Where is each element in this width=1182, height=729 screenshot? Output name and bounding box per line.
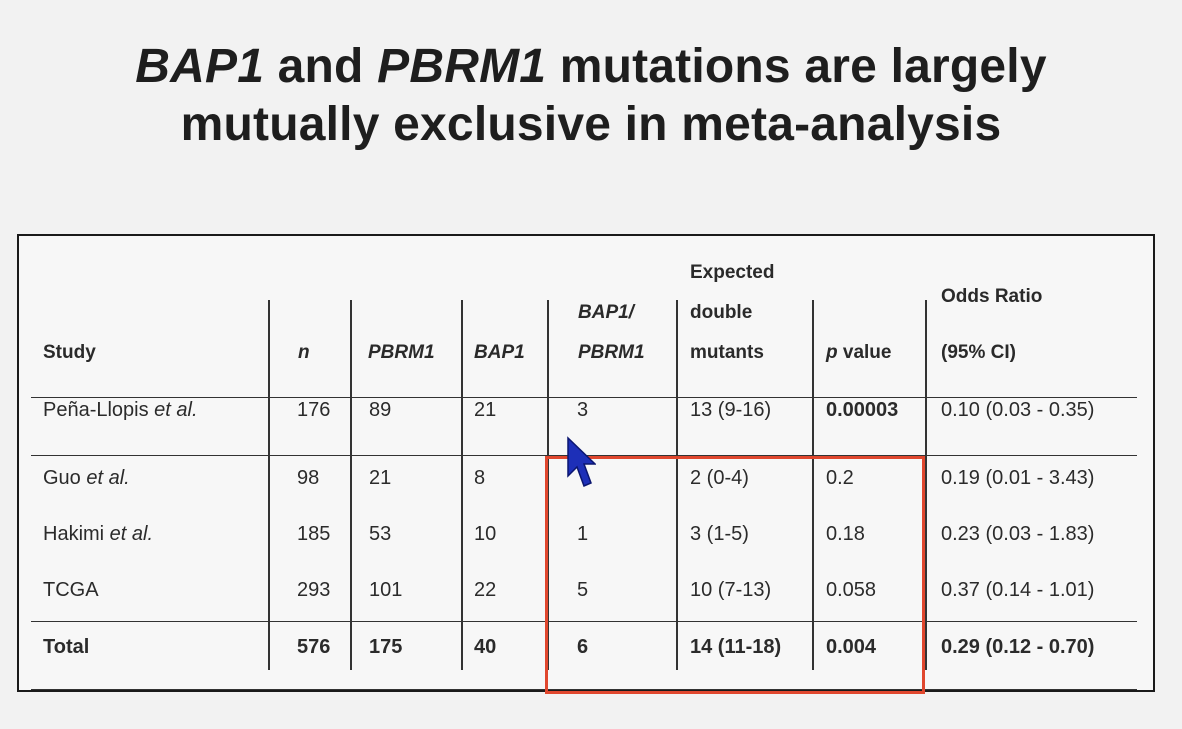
title-line-2: mutually exclusive in meta-analysis [180, 98, 1002, 151]
header-expected-line2: double [690, 302, 753, 323]
col-divider [925, 300, 927, 670]
header-expected-line3: mutants [690, 342, 764, 363]
title-bap1: BAP1 [135, 40, 265, 93]
total-odds-ratio: 0.29 (0.12 - 0.70) [941, 636, 1095, 658]
mouse-pointer-icon [567, 436, 596, 488]
total-bap1: 40 [474, 636, 497, 658]
row-double: 3 [577, 399, 589, 421]
header-study: Study [43, 342, 96, 363]
row-p-value: 0.058 [826, 579, 877, 601]
total-double: 6 [577, 636, 589, 658]
slide-title: BAP1 and PBRM1 mutations are largely mut… [0, 38, 1182, 154]
row-n: 185 [297, 523, 331, 545]
title-and: and [264, 40, 378, 93]
row-bap1: 21 [474, 399, 497, 421]
row-double: 5 [577, 579, 589, 601]
row-expected: 3 (1-5) [690, 523, 749, 545]
row-pbrm1: 53 [369, 523, 392, 545]
total-p-value: 0.004 [826, 636, 877, 658]
row-study-suffix: et al. [104, 523, 154, 545]
row-expected: 10 (7-13) [690, 579, 772, 601]
row-odds-ratio: 0.10 (0.03 - 0.35) [941, 399, 1095, 421]
col-divider [268, 300, 270, 670]
row-study: TCGA [43, 579, 99, 601]
header-pbrm1: PBRM1 [368, 342, 435, 363]
row-p-value: 0.00003 [826, 399, 899, 421]
col-divider [461, 300, 463, 670]
row-bap1: 22 [474, 579, 497, 601]
row-study-suffix: et al. [148, 399, 198, 421]
row-n: 293 [297, 579, 331, 601]
row-p-value: 0.2 [826, 467, 854, 489]
row-odds-ratio: 0.23 (0.03 - 1.83) [941, 523, 1095, 545]
header-rule [31, 397, 1137, 398]
table-row: TCGA [43, 578, 99, 602]
row-odds-ratio: 0.37 (0.14 - 1.01) [941, 579, 1095, 601]
header-double-line1: BAP1/ [578, 302, 634, 323]
row-double: 1 [577, 523, 589, 545]
row-study-suffix: et al. [80, 467, 130, 489]
row-bap1: 10 [474, 523, 497, 545]
header-p-value: p value [826, 341, 891, 365]
row-odds-ratio: 0.19 (0.01 - 3.43) [941, 467, 1095, 489]
total-expected: 14 (11-18) [690, 636, 782, 658]
total-pbrm1: 175 [369, 636, 403, 658]
row-study: Guo [43, 467, 81, 489]
table-row: Guo et al. [43, 466, 130, 490]
row-study: Hakimi [43, 523, 105, 545]
header-bap1: BAP1 [474, 342, 525, 363]
row-pbrm1: 101 [369, 579, 403, 601]
table-row: Hakimi et al. [43, 522, 153, 546]
header-or-line2: (95% CI) [941, 342, 1016, 363]
bottom-rule [31, 689, 1137, 690]
total-n: 576 [297, 636, 331, 658]
col-divider [812, 300, 814, 670]
header-n: n [298, 342, 310, 363]
header-expected-line1: Expected [690, 262, 775, 283]
row-expected: 2 (0-4) [690, 467, 749, 489]
highlight-box [545, 456, 925, 694]
row-p-value: 0.18 [826, 523, 865, 545]
row-pbrm1: 21 [369, 467, 392, 489]
title-line-1: BAP1 and PBRM1 mutations are largely [0, 38, 1182, 96]
col-divider [350, 300, 352, 670]
header-or-line1: Odds Ratio [941, 286, 1043, 307]
title-pbrm1: PBRM1 [377, 40, 547, 93]
row-n: 98 [297, 467, 320, 489]
header-p-italic: p [826, 342, 838, 363]
col-divider [676, 300, 678, 670]
row-pbrm1: 89 [369, 399, 392, 421]
row-n: 176 [297, 399, 331, 421]
row-study: Peña-Llopis [43, 399, 149, 421]
total-study: Total [43, 636, 90, 658]
header-double-line2: PBRM1 [578, 342, 645, 363]
row-bap1: 8 [474, 467, 486, 489]
col-divider [547, 300, 549, 670]
table-row: Peña-Llopis et al. [43, 398, 198, 422]
row-expected: 13 (9-16) [690, 399, 772, 421]
title-rest: mutations are largely [546, 40, 1047, 93]
total-rule [31, 621, 1137, 622]
header-p-rest: value [837, 342, 892, 363]
